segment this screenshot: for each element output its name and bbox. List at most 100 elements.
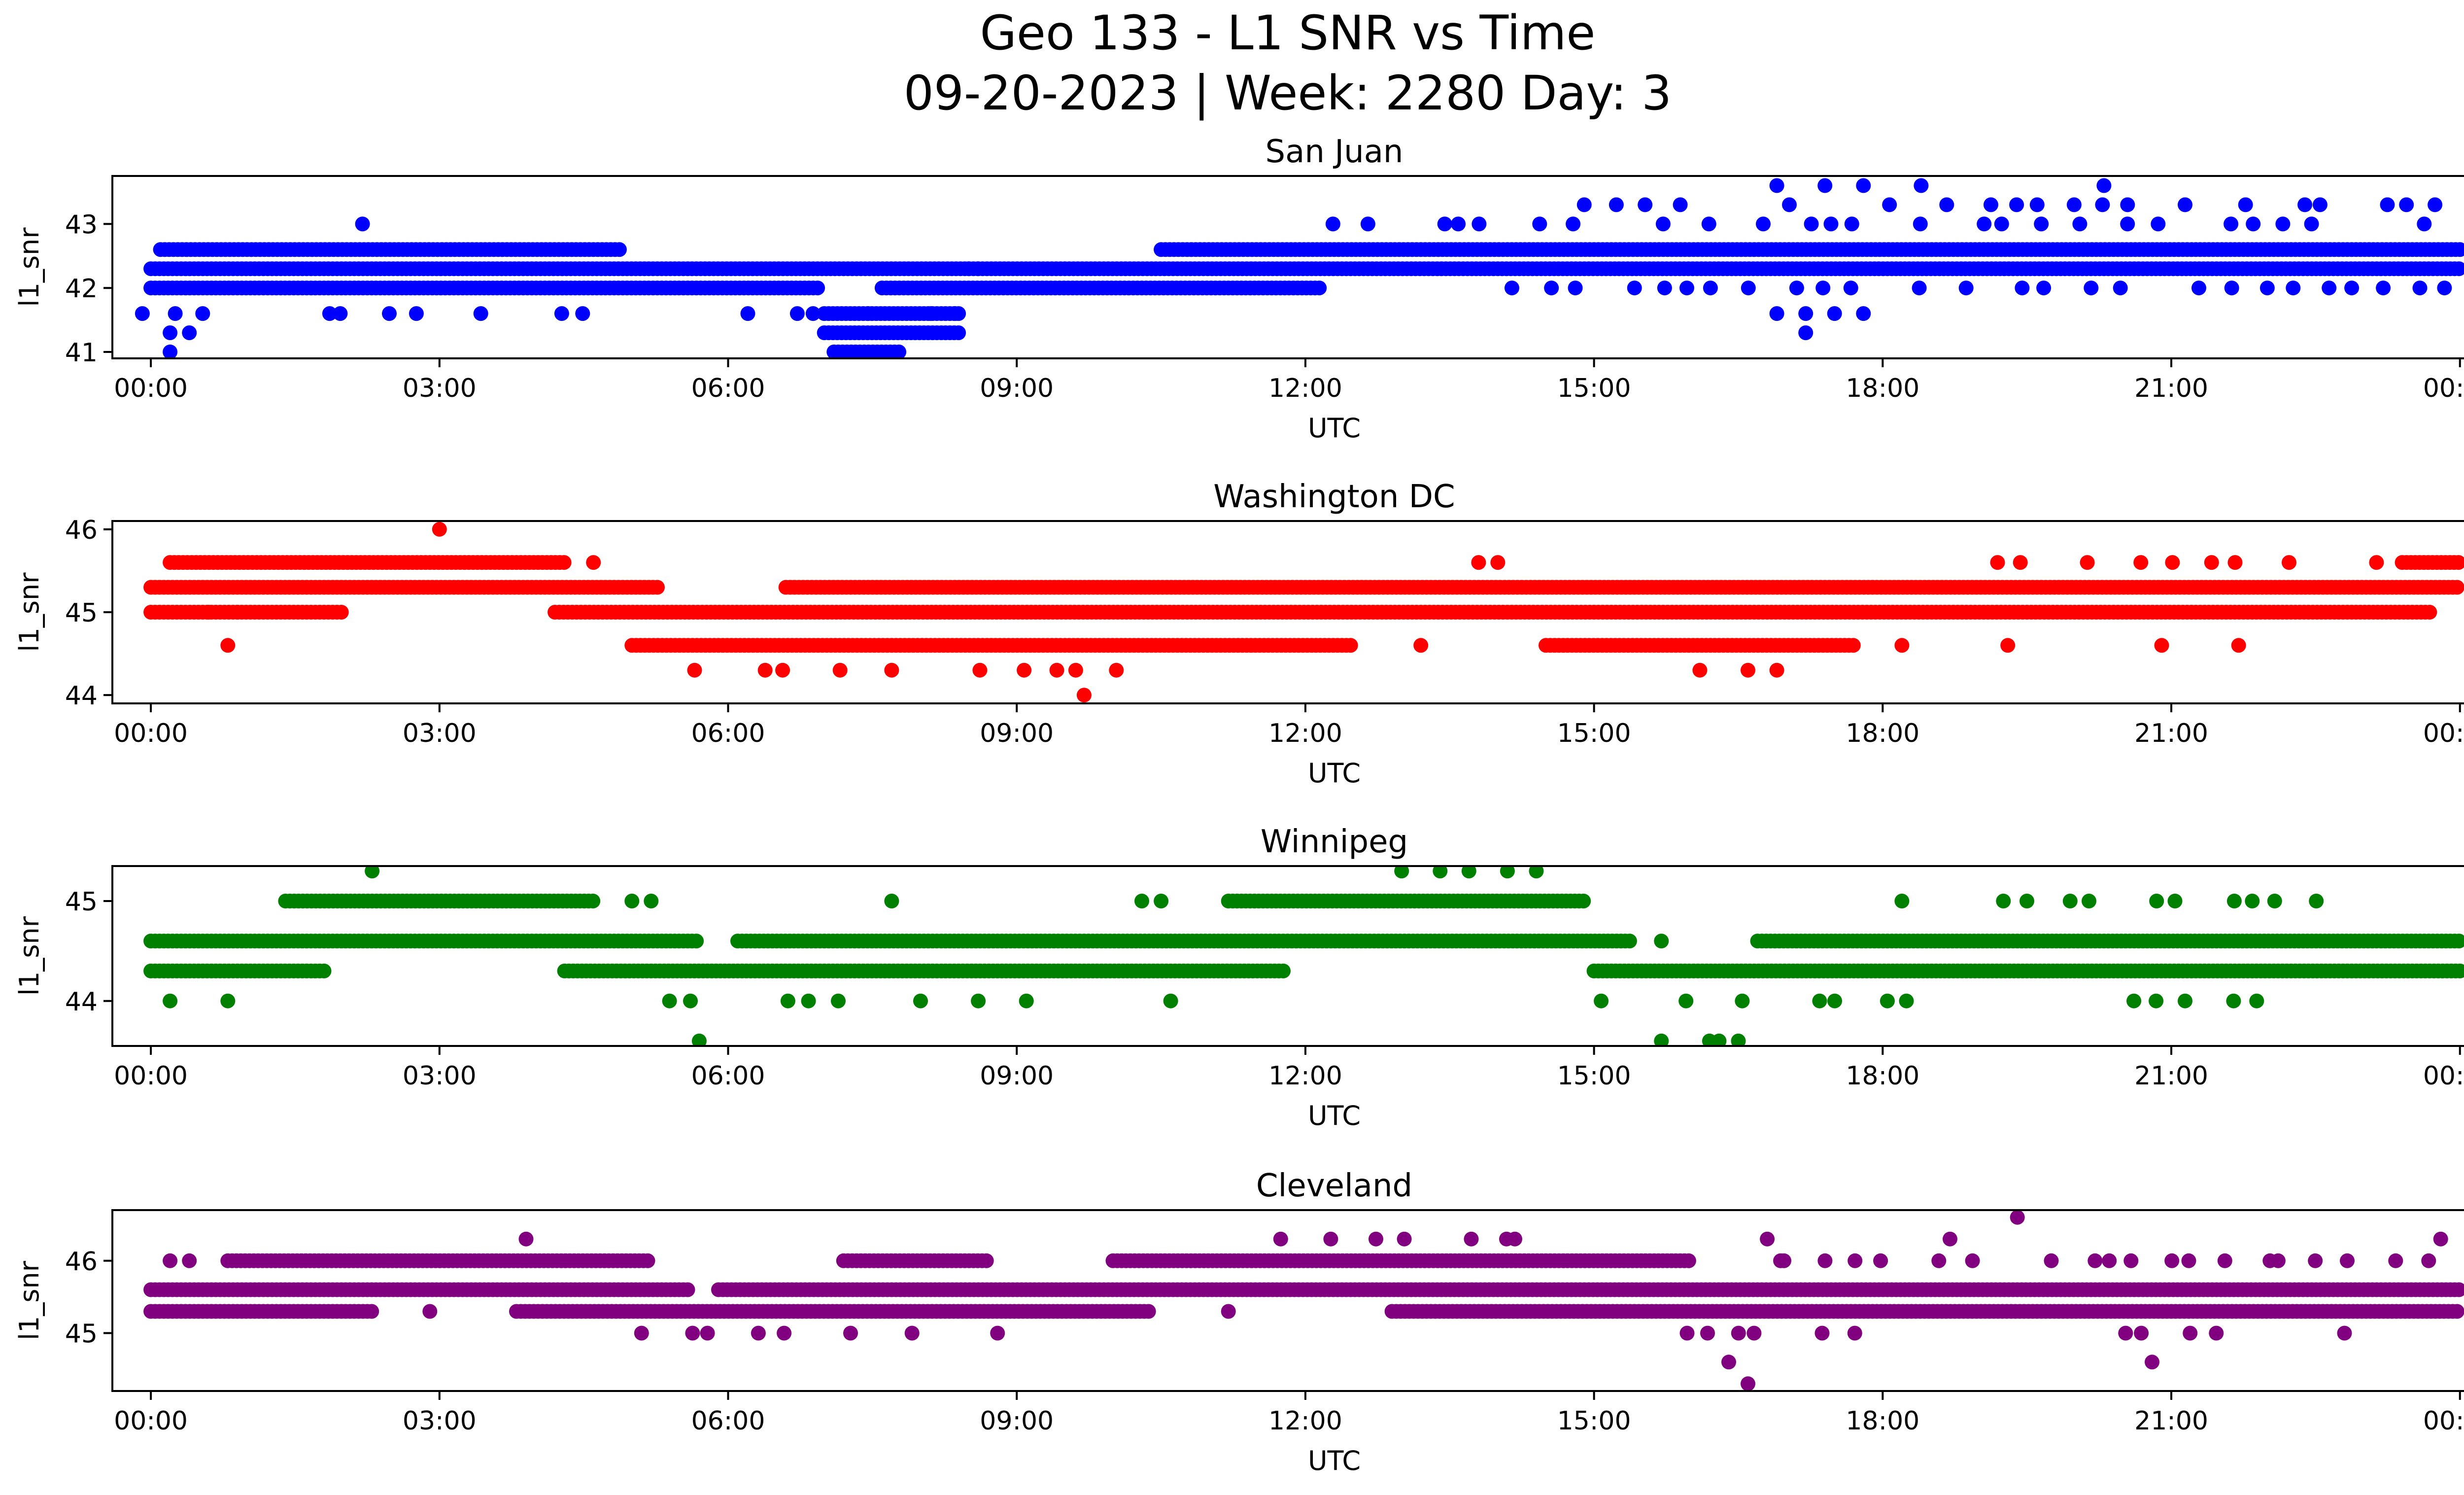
- data-point: [2246, 216, 2261, 232]
- data-point: [2072, 216, 2088, 232]
- data-point: [2238, 197, 2253, 212]
- data-point: [2437, 280, 2452, 296]
- data-point: [1529, 866, 1544, 879]
- data-point: [1678, 993, 1694, 1008]
- data-point: [1472, 216, 1487, 232]
- data-point: [1505, 280, 1519, 296]
- x-tick-label: 15:00: [1557, 719, 1631, 748]
- data-point: [1996, 894, 2011, 908]
- data-point: [2286, 280, 2301, 296]
- data-point: [2066, 197, 2082, 212]
- data-point: [432, 522, 447, 537]
- data-point: [1798, 306, 1814, 321]
- data-point: [2000, 638, 2016, 653]
- data-point: [801, 993, 816, 1008]
- data-point: [1994, 216, 2009, 232]
- data-point: [1627, 280, 1642, 296]
- data-point: [2013, 555, 2028, 570]
- data-point: [1566, 216, 1581, 232]
- x-tick-label: 12:00: [1268, 374, 1342, 403]
- data-point: [2224, 280, 2239, 296]
- data-point: [2449, 1304, 2464, 1319]
- data-point: [1815, 280, 1831, 296]
- data-point: [2082, 894, 2096, 908]
- data-point: [1856, 178, 1871, 193]
- data-point: [1741, 662, 1755, 678]
- data-point: [1711, 1033, 1727, 1046]
- x-tick-label: 00:00: [2423, 719, 2464, 748]
- data-point: [2344, 280, 2360, 296]
- data-point: [1312, 280, 1327, 296]
- data-point: [1019, 993, 1034, 1008]
- data-point: [1741, 280, 1756, 296]
- data-point: [1576, 894, 1591, 908]
- y-tick-label: 43: [65, 210, 98, 240]
- x-tick-label: 09:00: [980, 719, 1054, 748]
- data-point: [2133, 555, 2149, 570]
- data-point: [364, 1304, 379, 1319]
- data-point: [1017, 662, 1032, 678]
- data-point: [2095, 197, 2110, 212]
- y-tick-label: 45: [65, 598, 98, 628]
- data-point: [2149, 993, 2164, 1008]
- data-point: [382, 306, 397, 321]
- data-point: [2034, 216, 2049, 232]
- x-tick-label: 21:00: [2134, 374, 2208, 403]
- x-tick-label: 09:00: [980, 1061, 1054, 1091]
- data-point: [1769, 662, 1784, 678]
- data-point: [1500, 866, 1515, 879]
- y-tick-label: 45: [65, 887, 98, 917]
- data-point: [2029, 197, 2045, 212]
- data-point: [2224, 216, 2239, 232]
- data-point: [650, 580, 665, 595]
- data-point: [230, 605, 245, 620]
- data-point: [195, 306, 210, 321]
- data-point: [1490, 555, 1506, 570]
- data-point: [586, 555, 601, 570]
- data-point: [1076, 688, 1092, 703]
- data-point: [805, 306, 821, 321]
- y-tick-label: 46: [65, 516, 98, 545]
- y-tick-label: 42: [65, 274, 98, 304]
- data-point: [1568, 280, 1583, 296]
- data-point: [2282, 555, 2296, 570]
- data-point: [2376, 280, 2391, 296]
- data-point: [961, 261, 976, 277]
- data-point: [554, 306, 569, 321]
- data-point: [1679, 280, 1694, 296]
- data-point: [1360, 216, 1375, 232]
- data-point: [355, 216, 370, 232]
- data-point: [1913, 216, 1928, 232]
- data-point: [1782, 197, 1797, 212]
- data-point: [2259, 280, 2275, 296]
- x-tick-label: 06:00: [691, 719, 765, 748]
- data-point: [1471, 555, 1486, 570]
- data-point: [2417, 216, 2432, 232]
- data-point: [2451, 261, 2464, 277]
- data-point: [2080, 555, 2095, 570]
- data-point: [1532, 216, 1547, 232]
- subplot-title: Winnipeg: [1261, 824, 1408, 860]
- data-point: [1804, 216, 1819, 232]
- data-point: [1163, 993, 1178, 1008]
- data-point: [2126, 993, 2142, 1008]
- data-point: [135, 306, 150, 321]
- data-point: [1654, 1033, 1669, 1046]
- data-point: [2312, 197, 2327, 212]
- data-point: [473, 306, 488, 321]
- data-point: [1798, 325, 1814, 341]
- data-point: [913, 993, 928, 1008]
- x-tick-label: 03:00: [403, 1061, 477, 1091]
- data-point: [662, 993, 677, 1008]
- y-tick-label: 41: [65, 338, 98, 368]
- data-point: [1654, 934, 1669, 949]
- data-point: [2452, 242, 2464, 257]
- data-point: [2422, 605, 2437, 620]
- data-point: [1977, 216, 1992, 232]
- data-point: [2015, 280, 2030, 296]
- data-point: [1894, 638, 1910, 653]
- x-tick-label: 00:00: [2423, 374, 2464, 403]
